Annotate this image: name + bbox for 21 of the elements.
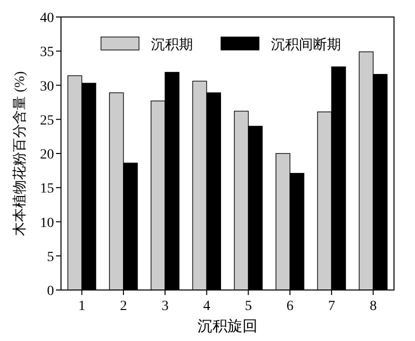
y-tick-label: 40: [40, 11, 54, 26]
x-tick-label: 4: [203, 299, 210, 314]
y-tick-label: 25: [40, 113, 54, 128]
x-tick-label: 5: [244, 299, 252, 314]
x-tick-label: 2: [120, 299, 127, 314]
x-tick-label: 7: [328, 299, 336, 314]
y-tick-label: 10: [40, 216, 54, 231]
legend-label: 沉积间断期: [271, 37, 341, 53]
x-tick-label: 6: [286, 299, 294, 314]
y-tick-label: 5: [47, 250, 54, 265]
x-tick-label: 8: [370, 299, 377, 314]
y-tick-label: 20: [40, 148, 54, 162]
x-tick-label: 3: [162, 299, 169, 314]
y-tick-label: 0: [47, 284, 54, 299]
y-tick-label: 30: [40, 79, 54, 94]
x-axis-title: 沉积旋回: [198, 318, 258, 335]
y-tick-label: 35: [40, 45, 54, 60]
legend-label: 沉积期: [151, 37, 193, 53]
y-axis-title: 木本植物花粉百分含量 (%): [12, 70, 28, 236]
x-tick-label: 1: [78, 299, 86, 314]
y-tick-label: 15: [40, 182, 54, 197]
